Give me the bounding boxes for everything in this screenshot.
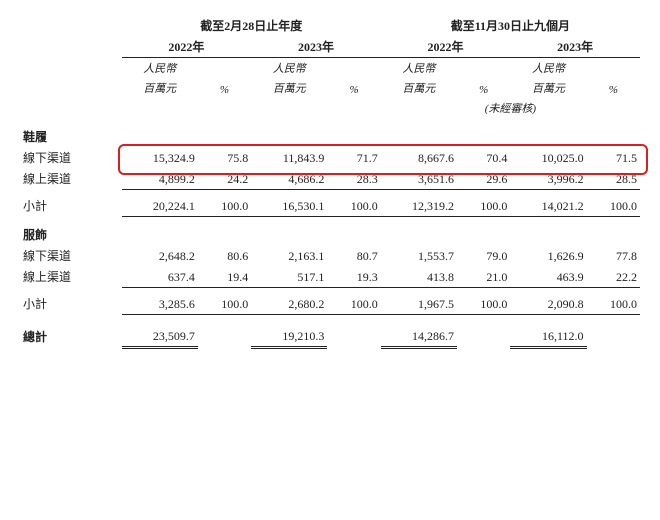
unit-pct: % (327, 78, 380, 98)
financial-table-container: 截至2月28日止年度 截至11月30日止九個月 2022年 2023年 2022… (20, 15, 640, 349)
period-fy-header: 截至2月28日止年度 (122, 15, 381, 36)
unit-rmb: 人民幣 (510, 58, 586, 79)
cell: 23,509.7 (122, 314, 198, 347)
cell: 12,319.2 (381, 189, 457, 216)
cell: 100.0 (457, 287, 510, 314)
online-label: 線上渠道 (20, 168, 122, 189)
row-total: 總計 23,509.7 19,210.3 14,286.7 16,112.0 (20, 314, 640, 347)
cell: 1,967.5 (381, 287, 457, 314)
cell: 28.5 (587, 168, 640, 189)
cell: 79.0 (457, 245, 510, 266)
cell: 19,210.3 (251, 314, 327, 347)
cell: 100.0 (198, 287, 251, 314)
cell: 19.4 (198, 266, 251, 287)
cell: 16,530.1 (251, 189, 327, 216)
unit-mil: 百萬元 (381, 78, 457, 98)
row-apparel-subtotal: 小計 3,285.6 100.0 2,680.2 100.0 1,967.5 1… (20, 287, 640, 314)
online-label: 線上渠道 (20, 266, 122, 287)
year-2022-9m: 2022年 (381, 36, 511, 58)
unit-pct: % (198, 78, 251, 98)
subtotal-label: 小計 (20, 189, 122, 216)
cell: 21.0 (457, 266, 510, 287)
cell: 71.5 (587, 147, 640, 168)
unit-rmb: 人民幣 (251, 58, 327, 79)
cell: 100.0 (198, 189, 251, 216)
cell: 10,025.0 (510, 147, 586, 168)
cell: 2,680.2 (251, 287, 327, 314)
cell: 100.0 (457, 189, 510, 216)
section-footwear: 鞋履 (20, 118, 640, 147)
cell: 77.8 (587, 245, 640, 266)
unit-mil: 百萬元 (122, 78, 198, 98)
cell: 2,648.2 (122, 245, 198, 266)
cell: 637.4 (122, 266, 198, 287)
header-year-row: 2022年 2023年 2022年 2023年 (20, 36, 640, 58)
cell: 3,651.6 (381, 168, 457, 189)
cell: 71.7 (327, 147, 380, 168)
cell: 517.1 (251, 266, 327, 287)
year-2023-9m: 2023年 (510, 36, 640, 58)
unit-mil: 百萬元 (510, 78, 586, 98)
year-2023-fy: 2023年 (251, 36, 381, 58)
header-unit-mil-row: 百萬元 % 百萬元 % 百萬元 % 百萬元 % (20, 78, 640, 98)
cell: 4,686.2 (251, 168, 327, 189)
cell: 100.0 (587, 189, 640, 216)
unit-pct: % (457, 78, 510, 98)
financial-table: 截至2月28日止年度 截至11月30日止九個月 2022年 2023年 2022… (20, 15, 640, 349)
unit-pct: % (587, 78, 640, 98)
cell: 8,667.6 (381, 147, 457, 168)
unaudited-note: (未經審核) (381, 98, 640, 118)
row-footwear-offline: 線下渠道 15,324.9 75.8 11,843.9 71.7 8,667.6… (20, 147, 640, 168)
unit-rmb: 人民幣 (381, 58, 457, 79)
header-unit-rmb-row: 人民幣 人民幣 人民幣 人民幣 (20, 58, 640, 79)
cell: 463.9 (510, 266, 586, 287)
footwear-label: 鞋履 (20, 118, 122, 147)
cell: 2,090.8 (510, 287, 586, 314)
row-apparel-online: 線上渠道 637.4 19.4 517.1 19.3 413.8 21.0 46… (20, 266, 640, 287)
offline-label: 線下渠道 (20, 245, 122, 266)
cell: 24.2 (198, 168, 251, 189)
cell: 100.0 (327, 189, 380, 216)
cell: 14,021.2 (510, 189, 586, 216)
apparel-label: 服飾 (20, 216, 122, 245)
cell: 20,224.1 (122, 189, 198, 216)
cell: 413.8 (381, 266, 457, 287)
cell: 75.8 (198, 147, 251, 168)
cell: 80.7 (327, 245, 380, 266)
cell: 1,626.9 (510, 245, 586, 266)
unit-rmb: 人民幣 (122, 58, 198, 79)
section-apparel: 服飾 (20, 216, 640, 245)
cell: 100.0 (587, 287, 640, 314)
cell: 29.6 (457, 168, 510, 189)
cell: 80.6 (198, 245, 251, 266)
row-apparel-offline: 線下渠道 2,648.2 80.6 2,163.1 80.7 1,553.7 7… (20, 245, 640, 266)
header-period-row: 截至2月28日止年度 截至11月30日止九個月 (20, 15, 640, 36)
cell: 1,553.7 (381, 245, 457, 266)
cell: 100.0 (327, 287, 380, 314)
total-label: 總計 (20, 314, 122, 347)
cell: 15,324.9 (122, 147, 198, 168)
period-9m-header: 截至11月30日止九個月 (381, 15, 640, 36)
cell: 3,996.2 (510, 168, 586, 189)
row-footwear-online: 線上渠道 4,899.2 24.2 4,686.2 28.3 3,651.6 2… (20, 168, 640, 189)
cell: 3,285.6 (122, 287, 198, 314)
cell: 2,163.1 (251, 245, 327, 266)
offline-label: 線下渠道 (20, 147, 122, 168)
cell: 19.3 (327, 266, 380, 287)
cell: 4,899.2 (122, 168, 198, 189)
cell: 22.2 (587, 266, 640, 287)
cell: 70.4 (457, 147, 510, 168)
subtotal-label: 小計 (20, 287, 122, 314)
cell: 11,843.9 (251, 147, 327, 168)
header-audit-row: (未經審核) (20, 98, 640, 118)
cell: 14,286.7 (381, 314, 457, 347)
unit-mil: 百萬元 (251, 78, 327, 98)
cell: 16,112.0 (510, 314, 586, 347)
row-footwear-subtotal: 小計 20,224.1 100.0 16,530.1 100.0 12,319.… (20, 189, 640, 216)
cell: 28.3 (327, 168, 380, 189)
year-2022-fy: 2022年 (122, 36, 252, 58)
